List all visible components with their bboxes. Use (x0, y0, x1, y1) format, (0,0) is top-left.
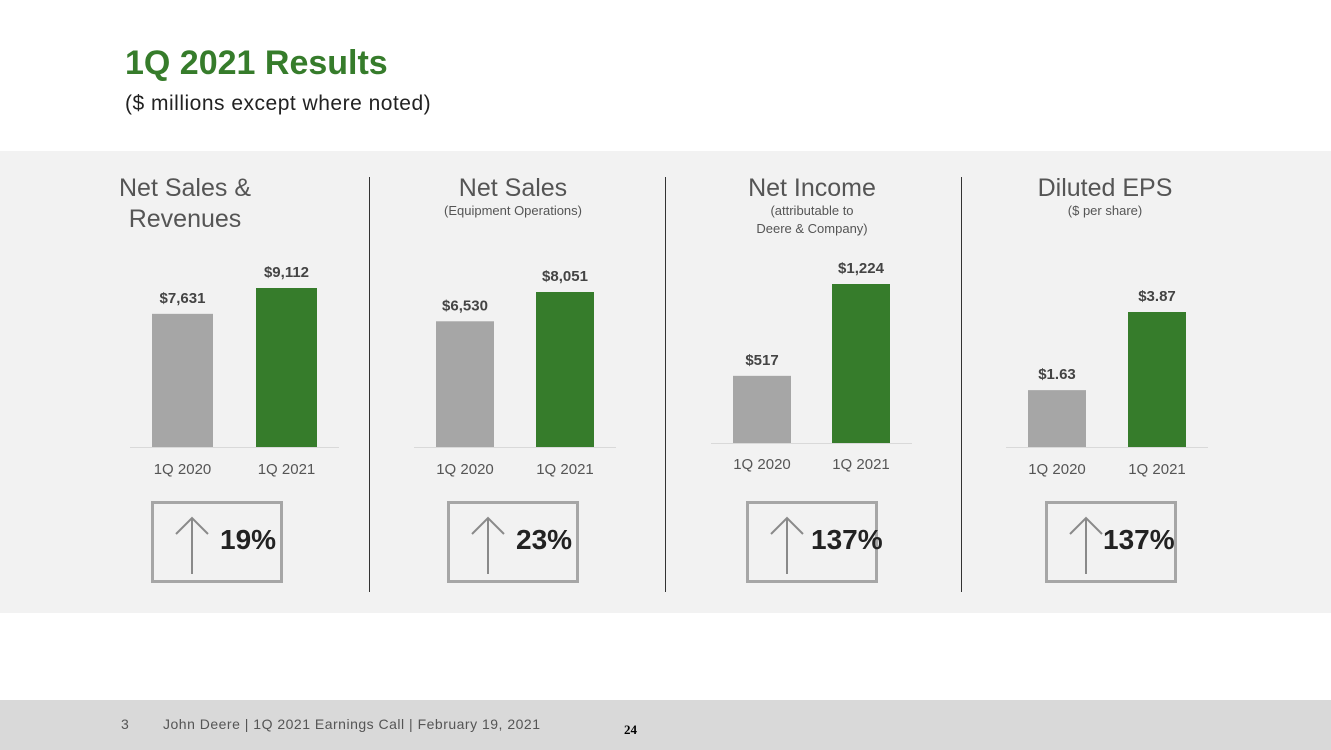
data-label: $6,530 (442, 297, 488, 314)
bar (152, 313, 213, 447)
panel-divider (961, 177, 962, 592)
chart-panel: Net Income (attributable to Deere & Compa… (662, 151, 962, 613)
chart-subtitle: (attributable to Deere & Company) (756, 203, 868, 236)
bar-chart: $517 1Q 2020 $1,224 1Q 2021 (711, 260, 912, 473)
data-label: $8,051 (542, 268, 588, 285)
category-label: 1Q 2020 (436, 461, 494, 478)
slide-number: 24 (624, 722, 637, 737)
data-label: $3.87 (1138, 288, 1176, 305)
page-subtitle: ($ millions except where noted) (125, 92, 432, 115)
panel-divider (665, 177, 666, 592)
footer: 3 John Deere | 1Q 2021 Earnings Call | F… (0, 700, 1331, 750)
bar (256, 288, 317, 447)
growth-percent: 137% (811, 524, 883, 555)
growth-percent: 137% (1103, 524, 1175, 555)
bar (436, 321, 494, 447)
growth-box: 23% (447, 501, 579, 583)
bar-chart: $7,631 1Q 2020 $9,112 1Q 2021 (130, 264, 339, 478)
data-label: $9,112 (264, 264, 309, 281)
chart-panel: Net Sales (Equipment Operations) $6,530 1Q … (363, 151, 663, 613)
data-label: $517 (745, 352, 778, 369)
chart-title: Net Sales (458, 174, 568, 202)
growth-percent: 23% (516, 524, 573, 555)
chart-subtitle: (Equipment Operations) (443, 203, 582, 218)
growth-box: 19% (151, 501, 283, 583)
category-label: 1Q 2020 (154, 461, 212, 478)
data-label: $1.63 (1038, 366, 1076, 383)
footer-text: John Deere | 1Q 2021 Earnings Call | Feb… (163, 716, 541, 732)
category-label: 1Q 2021 (1128, 461, 1186, 478)
up-arrow-icon (1069, 516, 1103, 574)
growth-box: 137% (1045, 501, 1177, 583)
chart-title: Net Sales & Revenues (118, 174, 251, 233)
category-label: 1Q 2021 (258, 461, 316, 478)
category-label: 1Q 2020 (1028, 461, 1086, 478)
chart-title: Net Income (748, 174, 876, 202)
growth-percent: 19% (220, 524, 277, 555)
chart-title: Diluted EPS (1037, 174, 1173, 202)
bar-chart: $1.63 1Q 2020 $3.87 1Q 2021 (1006, 288, 1208, 478)
category-label: 1Q 2021 (832, 456, 890, 473)
chart-panel: Net Sales & Revenues $7,631 1Q 2020 $9,112 1… (75, 151, 375, 613)
bar (1028, 390, 1086, 447)
page-title: 1Q 2021 Results (125, 44, 388, 82)
chart-subtitle: ($ per share) (1067, 203, 1143, 218)
data-label: $7,631 (160, 290, 206, 307)
bar-chart: $6,530 1Q 2020 $8,051 1Q 2021 (414, 268, 616, 478)
page-number: 3 (121, 716, 129, 732)
category-label: 1Q 2021 (536, 461, 594, 478)
growth-box: 137% (746, 501, 883, 583)
up-arrow-icon (471, 516, 505, 574)
up-arrow-icon (770, 516, 804, 574)
bar (832, 284, 890, 443)
up-arrow-icon (175, 516, 209, 574)
chart-panel: Diluted EPS ($ per share) $1.63 1Q 2020 $3.8… (955, 151, 1255, 613)
category-label: 1Q 2020 (733, 456, 791, 473)
panel-divider (369, 177, 370, 592)
bar (1128, 312, 1186, 447)
bar (536, 292, 594, 447)
data-label: $1,224 (838, 260, 885, 277)
bar (733, 375, 791, 443)
